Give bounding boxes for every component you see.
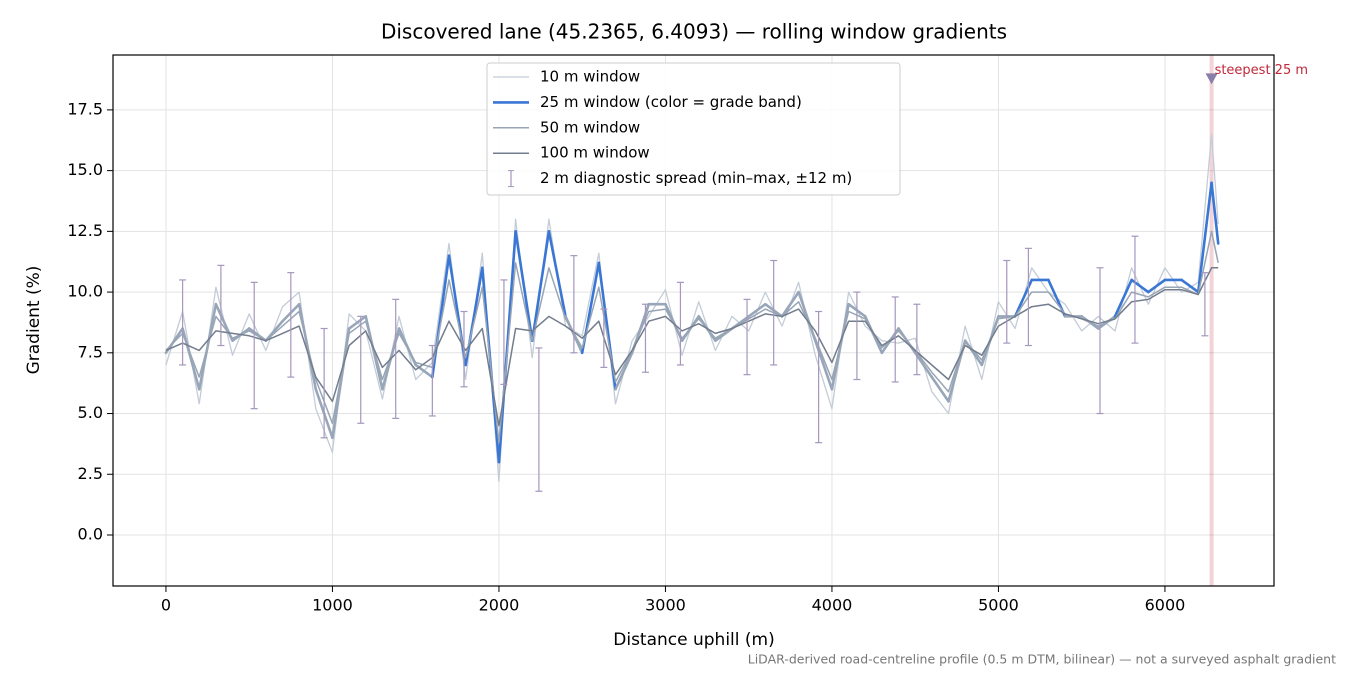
error-bar bbox=[287, 272, 295, 378]
series-segment bbox=[1196, 181, 1213, 294]
y-tick-label: 5.0 bbox=[78, 403, 103, 422]
legend-label: 10 m window bbox=[540, 68, 640, 86]
legend-label: 100 m window bbox=[540, 144, 650, 162]
error-bar bbox=[217, 264, 225, 347]
y-tick-label: 17.5 bbox=[67, 99, 103, 118]
error-bar bbox=[853, 291, 861, 381]
x-tick-label: 1000 bbox=[312, 596, 353, 615]
chart-title: Discovered lane (45.2365, 6.4093) — roll… bbox=[381, 20, 1007, 44]
legend-label: 25 m window (color = grade band) bbox=[540, 93, 802, 111]
error-bar bbox=[1003, 259, 1011, 344]
error-bar bbox=[641, 303, 649, 373]
error-bar bbox=[743, 298, 751, 376]
error-bar bbox=[500, 279, 508, 385]
x-tick-label: 2000 bbox=[479, 596, 520, 615]
series-segment bbox=[1210, 181, 1220, 245]
x-tick-label: 0 bbox=[161, 596, 171, 615]
error-bar bbox=[320, 327, 328, 439]
error-bar bbox=[357, 315, 365, 424]
legend-label: 50 m window bbox=[540, 118, 640, 136]
steepest-marker bbox=[1205, 73, 1218, 85]
annotation-text: steepest 25 m bbox=[1215, 63, 1308, 78]
error-bar bbox=[428, 344, 436, 417]
error-bar bbox=[392, 298, 400, 419]
x-tick-label: 4000 bbox=[812, 596, 853, 615]
y-tick-label: 0.0 bbox=[78, 524, 103, 543]
series-segment bbox=[1180, 278, 1200, 294]
error-bar bbox=[891, 296, 899, 383]
error-bar bbox=[600, 308, 608, 368]
error-bar bbox=[460, 310, 468, 388]
series-segment bbox=[913, 351, 934, 379]
series-line bbox=[165, 267, 1219, 427]
error-bar bbox=[770, 259, 778, 366]
error-bar bbox=[913, 303, 921, 376]
series-segment bbox=[547, 230, 567, 318]
x-tick-label: 6000 bbox=[1145, 596, 1186, 615]
steepest-band bbox=[1209, 55, 1214, 586]
legend-label: 2 m diagnostic spread (min–max, ±12 m) bbox=[540, 169, 852, 187]
plot-frame bbox=[112, 54, 1275, 587]
error-bar bbox=[815, 310, 823, 444]
series-segment bbox=[514, 230, 534, 342]
series-segment bbox=[930, 375, 950, 403]
series-segment bbox=[614, 351, 634, 391]
error-bar bbox=[570, 255, 578, 354]
series-segment bbox=[1146, 278, 1167, 294]
series-segment bbox=[347, 315, 368, 330]
error-bar bbox=[1201, 272, 1209, 337]
x-tick-label: 5000 bbox=[978, 596, 1019, 615]
y-tick-label: 2.5 bbox=[78, 464, 103, 483]
error-bar bbox=[535, 347, 543, 492]
y-tick-label: 7.5 bbox=[78, 342, 103, 361]
error-bar bbox=[179, 279, 187, 366]
error-bar bbox=[250, 281, 258, 410]
series-segment bbox=[530, 230, 551, 342]
series-segment bbox=[747, 302, 767, 318]
series-segment bbox=[780, 290, 800, 318]
series-segment bbox=[431, 254, 451, 379]
footnote: LiDAR-derived road-centreline profile (0… bbox=[748, 652, 1336, 667]
y-tick-label: 15.0 bbox=[67, 160, 103, 179]
error-bar bbox=[1096, 267, 1104, 415]
y-tick-label: 10.0 bbox=[67, 282, 103, 301]
error-bar bbox=[676, 281, 684, 366]
error-bar bbox=[1024, 247, 1032, 347]
legend-box bbox=[486, 62, 901, 196]
x-axis-label: Distance uphill (m) bbox=[613, 630, 774, 650]
error-bar bbox=[1131, 235, 1139, 344]
y-axis-label: Gradient (%) bbox=[24, 266, 44, 375]
series-segment bbox=[1113, 278, 1133, 318]
x-tick-label: 3000 bbox=[645, 596, 686, 615]
y-tick-label: 12.5 bbox=[67, 221, 103, 240]
